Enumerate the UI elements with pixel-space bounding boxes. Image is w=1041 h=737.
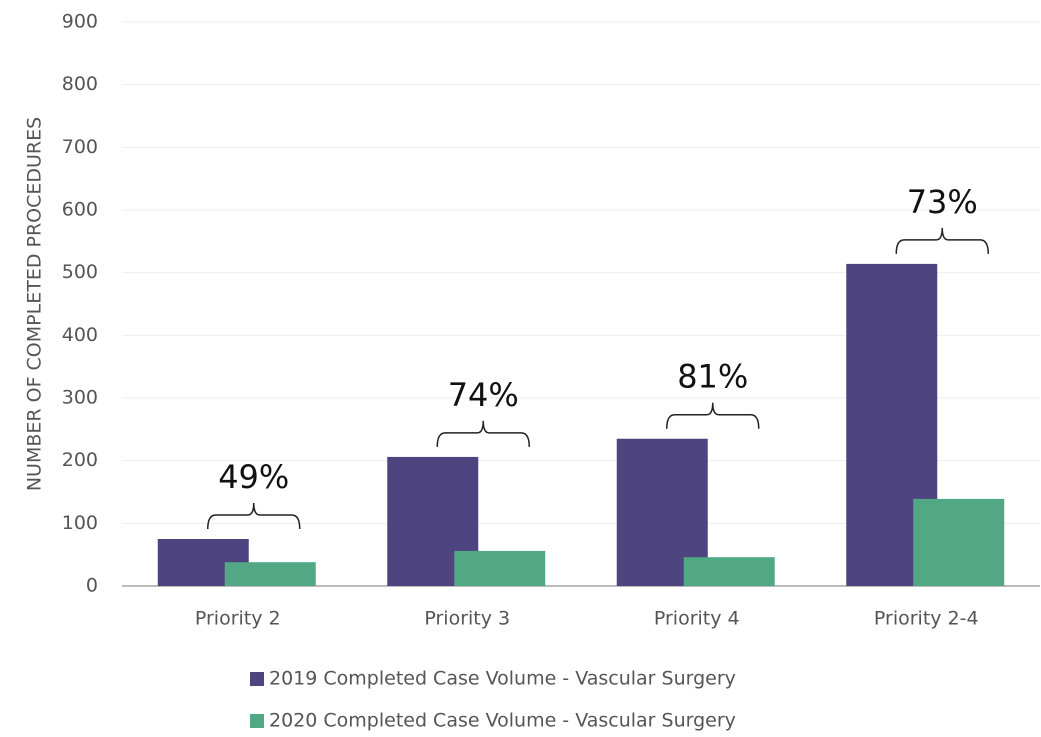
bracket bbox=[895, 227, 989, 254]
y-tick-label: 700 bbox=[62, 136, 98, 158]
y-tick-label: 200 bbox=[62, 449, 98, 471]
bar bbox=[224, 562, 316, 586]
y-tick-label: 500 bbox=[62, 261, 98, 283]
y-tick-label: 800 bbox=[62, 73, 98, 95]
y-axis-title: NUMBER OF COMPLETED PROCEDURES bbox=[24, 117, 46, 491]
bar bbox=[683, 557, 775, 586]
x-tick-label: Priority 2-4 bbox=[874, 608, 979, 630]
y-tick-label: 100 bbox=[62, 512, 98, 534]
y-tick-label: 0 bbox=[86, 575, 98, 597]
bar bbox=[913, 498, 1005, 586]
y-tick-label: 900 bbox=[62, 11, 98, 33]
x-tick-label: Priority 4 bbox=[654, 608, 740, 630]
annotation: 49% bbox=[218, 458, 289, 496]
bracket bbox=[436, 420, 530, 447]
annotation: 81% bbox=[677, 358, 748, 396]
y-tick-label: 300 bbox=[62, 387, 98, 409]
bar bbox=[454, 550, 546, 586]
legend-label: 2020 Completed Case Volume - Vascular Su… bbox=[269, 710, 736, 732]
x-tick-label: Priority 2 bbox=[195, 608, 281, 630]
x-tick-label: Priority 3 bbox=[424, 608, 510, 630]
y-tick-label: 600 bbox=[62, 199, 98, 221]
legend-swatch bbox=[250, 714, 264, 728]
legend-swatch bbox=[250, 672, 264, 686]
annotation: 73% bbox=[907, 183, 978, 221]
bracket bbox=[666, 402, 760, 429]
legend-label: 2019 Completed Case Volume - Vascular Su… bbox=[269, 668, 736, 690]
y-tick-label: 400 bbox=[62, 324, 98, 346]
bracket bbox=[207, 502, 301, 530]
annotation: 74% bbox=[448, 376, 519, 414]
